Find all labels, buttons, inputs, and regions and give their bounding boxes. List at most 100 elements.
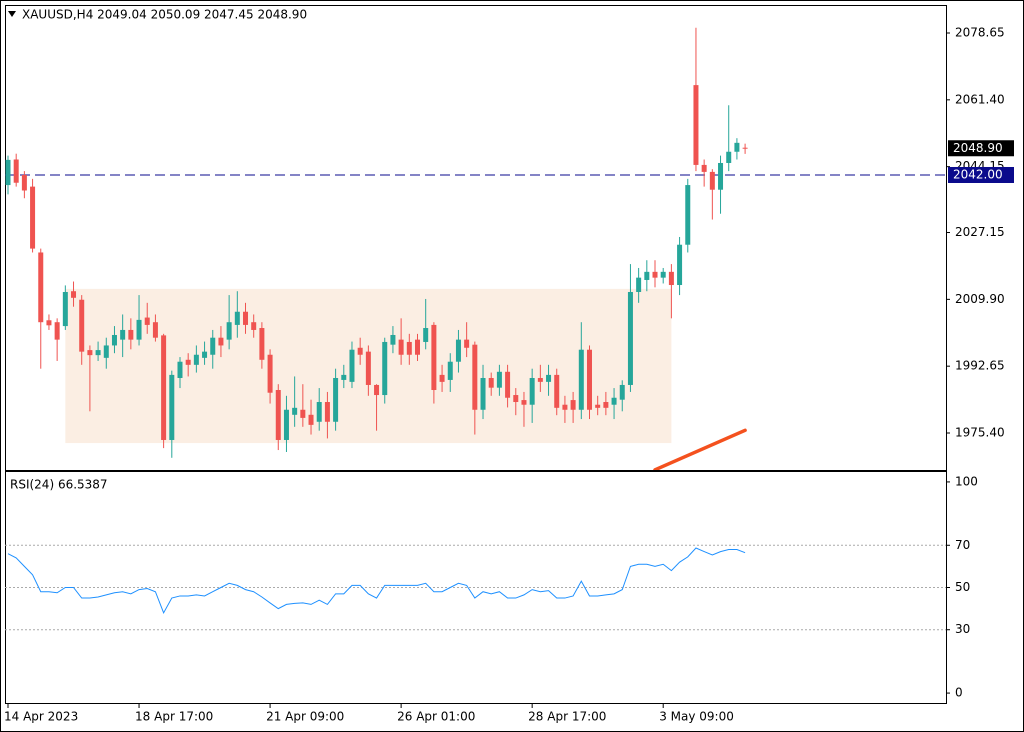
candle-body [341, 374, 347, 380]
candle-body [87, 350, 93, 356]
candle-body [54, 322, 60, 340]
candle-body [431, 324, 437, 391]
y-tick-label: 70 [955, 538, 970, 552]
candle-body [455, 339, 461, 362]
price-layer [5, 27, 946, 470]
candle-body [95, 350, 101, 356]
candle-body [193, 354, 199, 365]
candle-body [120, 329, 126, 340]
y-tick-label: 1992.65 [955, 359, 1005, 373]
candle-body [447, 361, 453, 380]
y-tick-label: 2078.65 [955, 26, 1005, 40]
candle-body [570, 400, 576, 410]
candle-body [529, 377, 535, 405]
candle-body [718, 162, 724, 190]
candle-body [13, 159, 19, 183]
candle-body [308, 414, 314, 425]
candle-body [79, 299, 85, 352]
candle-body [693, 85, 699, 165]
last-price-box [948, 140, 1014, 157]
candle-body [546, 374, 552, 382]
candle-body [537, 377, 543, 382]
candle-body [226, 322, 232, 340]
candle-body [210, 337, 216, 355]
candle-body [267, 354, 273, 393]
candle-body [521, 400, 527, 405]
y-tick-label: 50 [955, 580, 970, 594]
candle-body [136, 319, 142, 340]
y-tick-label: 1975.40 [955, 426, 1005, 440]
candle-body [177, 361, 183, 378]
candle-body [390, 334, 396, 345]
candle-body [234, 311, 240, 325]
candle-body [644, 271, 650, 280]
rsi-layer [5, 544, 946, 631]
axis-layer: 2078.652061.402044.152027.152009.901992.… [4, 26, 1014, 724]
candle-body [365, 351, 371, 385]
y-tick-label: 2009.90 [955, 292, 1005, 306]
candle-body [62, 291, 68, 327]
candle-body [677, 244, 683, 286]
y-tick-label: 100 [955, 474, 978, 488]
y-tick-label: 30 [955, 622, 970, 636]
y-tick-label: 2061.40 [955, 92, 1005, 106]
candle-body [5, 159, 11, 186]
candle-body [382, 341, 388, 396]
candle-body [603, 402, 609, 408]
candle-body [554, 374, 560, 408]
candle-body [398, 339, 404, 355]
candle-body [21, 174, 27, 191]
collapse-arrow [8, 11, 16, 17]
candle-body [128, 329, 134, 340]
candle-body [709, 171, 715, 190]
candle-body [636, 277, 642, 292]
trend-line [653, 428, 747, 470]
candle-body [275, 390, 281, 440]
rsi-title: RSI(24) 66.5387 [10, 478, 108, 492]
candle-body [202, 351, 208, 358]
candle-body [169, 374, 175, 440]
candle-body [324, 402, 330, 422]
candle-body [586, 349, 592, 410]
candle-body [357, 347, 363, 355]
candle-body [562, 404, 568, 410]
candle-body [103, 345, 109, 358]
candle-body [349, 349, 355, 382]
x-tick-label: 14 Apr 2023 [4, 710, 78, 724]
candle-body [259, 328, 265, 360]
y-tick-label: 0 [955, 686, 963, 700]
chart-title: XAUUSD,H4 2049.04 2050.09 2047.45 2048.9… [22, 8, 307, 22]
candle-body [38, 252, 44, 323]
last-price-label: 2048.90 [953, 141, 1003, 155]
candle-body [488, 377, 494, 388]
candle-body [668, 271, 674, 286]
candle-body [316, 402, 322, 422]
candle-body [742, 147, 748, 149]
x-tick-label: 18 Apr 17:00 [135, 710, 213, 724]
y-tick-label: 2027.15 [955, 225, 1005, 239]
candle-body [406, 341, 412, 355]
candle-body [496, 371, 502, 388]
x-tick-label: 21 Apr 09:00 [266, 710, 344, 724]
candle-body [701, 164, 707, 172]
candle-body [333, 377, 339, 422]
candle-body [152, 322, 158, 338]
candle-body [423, 328, 429, 342]
candle-body [71, 291, 77, 298]
candle-body [619, 384, 625, 400]
x-tick-label: 28 Apr 17:00 [528, 710, 606, 724]
candle-body [685, 185, 691, 245]
candle-body [283, 409, 289, 440]
candle-body [300, 409, 306, 418]
candle-body [144, 317, 150, 325]
candle-body [578, 349, 584, 410]
candle-body [185, 359, 191, 365]
candle-body [415, 339, 420, 355]
candle-body [111, 334, 117, 346]
rsi-line [7, 547, 746, 615]
candle-body [374, 384, 380, 396]
hline-price-box [948, 166, 1014, 183]
candle-body [480, 377, 486, 410]
candle-body [611, 397, 617, 405]
candle-body [292, 407, 298, 415]
